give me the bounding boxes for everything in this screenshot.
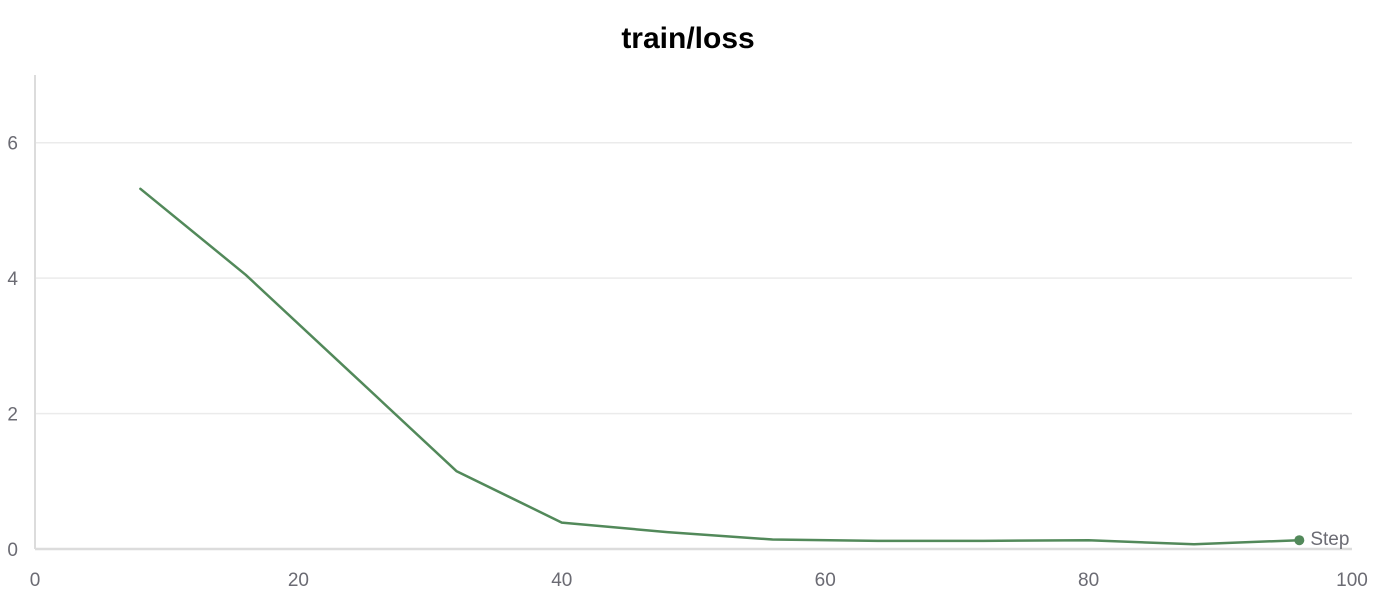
y-tick-label-6: 6 — [7, 134, 18, 155]
series-end-marker-0 — [1294, 535, 1305, 546]
series-end-label-0: Step — [1310, 529, 1349, 550]
x-tick-label-100: 100 — [1336, 570, 1368, 591]
y-tick-label-0: 0 — [7, 540, 18, 561]
chart-title: train/loss — [621, 22, 755, 55]
y-tick-labels: 0 2 4 6 — [7, 134, 18, 561]
x-tick-label-60: 60 — [815, 570, 836, 591]
x-tick-label-0: 0 — [30, 570, 41, 591]
x-tick-label-80: 80 — [1078, 570, 1099, 591]
x-tick-labels: 0 20 40 60 80 100 — [30, 570, 1368, 591]
axes — [34, 75, 1352, 551]
y-tick-label-2: 2 — [7, 405, 18, 426]
grid-lines — [35, 141, 1352, 415]
series-line-0 — [139, 187, 1301, 546]
series-end-markers: Step — [1294, 529, 1349, 550]
series-lines — [139, 187, 1301, 546]
x-tick-label-20: 20 — [288, 570, 309, 591]
x-tick-label-40: 40 — [551, 570, 572, 591]
y-tick-label-4: 4 — [7, 269, 18, 290]
